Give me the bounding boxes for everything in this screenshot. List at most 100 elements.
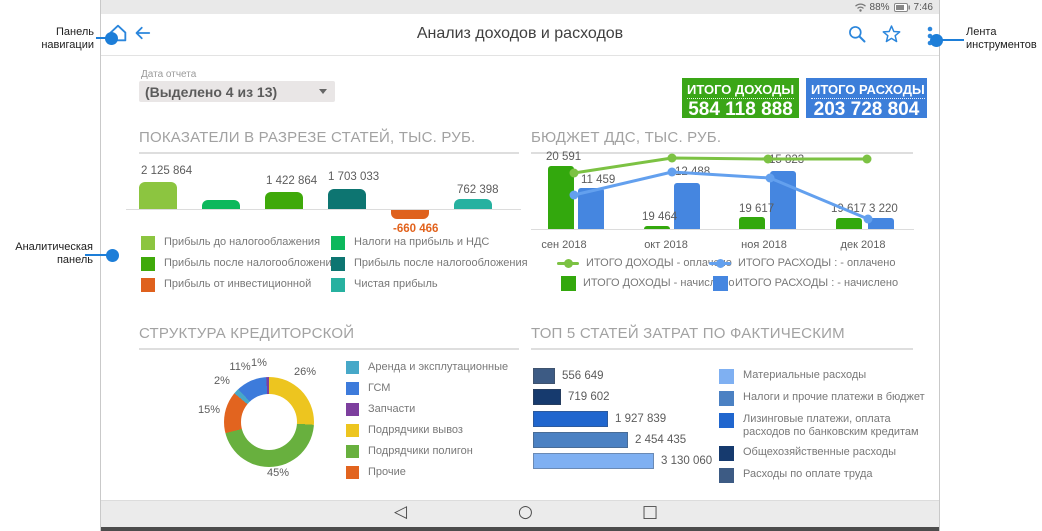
legend-swatch — [346, 466, 359, 479]
legend-item: Материальные расходы — [719, 369, 939, 384]
legend-label: ГСМ — [368, 382, 391, 394]
donut-pct-label: 15% — [197, 404, 221, 416]
legend-label: Прочие — [368, 466, 406, 478]
legend-item: Чистая прибыль — [331, 278, 528, 292]
chart1-legend-col2: Налоги на прибыль и НДС Прибыль после нал… — [331, 236, 528, 292]
legend-label: Лизинговые платежи, оплата расходов по б… — [743, 413, 919, 438]
legend-item: Прибыль до налогооблажения — [141, 236, 338, 250]
chart2-value-label: 15 823 — [769, 154, 805, 166]
legend-swatch — [141, 257, 155, 271]
chart1-value-label: 1 703 033 — [328, 171, 380, 183]
chart2-bar[interactable] — [674, 183, 700, 229]
legend-swatch — [346, 424, 359, 437]
legend-item: ИТОГО ДОХОДЫ - начислено — [561, 276, 734, 291]
legend-label: Прибыль от инвестиционной — [164, 278, 312, 290]
chart4-bar[interactable] — [533, 432, 628, 448]
legend-label: Запчасти — [368, 403, 416, 415]
legend-label: Подрядчики полигон — [368, 445, 473, 457]
legend-item: Налоги на прибыль и НДС — [331, 236, 528, 250]
legend-swatch — [719, 468, 734, 483]
chart3-title: СТРУКТУРА КРЕДИТОРСКОЙ — [139, 325, 355, 342]
date-filter-value: (Выделено 4 из 13) — [145, 83, 278, 100]
search-icon[interactable] — [847, 24, 867, 49]
legend-label: Подрядчики вывоз — [368, 424, 463, 436]
legend-item: ИТОГО ДОХОДЫ - оплачено — [557, 257, 732, 270]
chart2-value-label: 19 617 — [739, 203, 775, 215]
chart2-axis — [531, 229, 914, 230]
tablet-app-frame: 88% 7:46 Анализ доходов и расходов Дата … — [100, 0, 940, 531]
legend-label: Расходы по оплате труда — [743, 468, 873, 480]
kpi-total-income[interactable]: ИТОГО ДОХОДЫ 584 118 888 — [682, 78, 799, 120]
nav-recents-icon[interactable]: □ — [642, 502, 659, 522]
chart1-bar[interactable] — [265, 192, 303, 209]
legend-item: Прибыль после налогообложения — [331, 257, 528, 271]
chart4-title-rule — [531, 348, 913, 350]
callout-analytics-panel-line — [85, 254, 109, 256]
back-arrow-icon[interactable] — [133, 24, 152, 47]
nav-bottom-strip — [101, 527, 939, 531]
chart3-title-rule — [139, 348, 519, 350]
app-header — [101, 14, 939, 56]
chart2-bar[interactable] — [739, 217, 765, 229]
legend-swatch — [719, 391, 734, 406]
legend-label: Чистая прибыль — [354, 278, 438, 290]
legend-swatch — [719, 413, 734, 428]
legend-item: ИТОГО РАСХОДЫ : - оплачено — [709, 257, 895, 270]
chart4-bar[interactable] — [533, 411, 608, 427]
chart1-value-label: 1 422 864 — [266, 175, 318, 187]
legend-label: ИТОГО ДОХОДЫ - начислено — [583, 277, 735, 289]
legend-swatch — [331, 257, 345, 271]
callout-analytics-panel-label: Аналитическая панель — [15, 241, 93, 266]
legend-swatch — [141, 278, 155, 292]
android-status-bar: 88% 7:46 — [101, 0, 939, 14]
legend-label: Налоги на прибыль и НДС — [354, 236, 490, 248]
callout-toolbar-dot — [930, 34, 943, 47]
chart1-bar[interactable] — [202, 200, 240, 209]
chart4-bar[interactable] — [533, 368, 555, 384]
nav-home-icon[interactable]: ○ — [518, 502, 533, 522]
chart4-value-label: 719 602 — [568, 391, 610, 403]
kpi-total-expense[interactable]: ИТОГО РАСХОДЫ 203 728 804 — [806, 78, 927, 120]
chart1-bar[interactable] — [139, 182, 177, 209]
chart2-bar[interactable] — [548, 166, 574, 229]
star-icon[interactable] — [881, 24, 902, 49]
callout-toolbar-label: Лента инструментов — [966, 26, 1037, 51]
date-filter-dropdown[interactable]: (Выделено 4 из 13) — [139, 81, 335, 102]
donut-pct-label: 1% — [251, 357, 267, 369]
chart2-value-label: 19 464 — [642, 211, 678, 223]
nav-back-icon[interactable]: ◁ — [394, 502, 408, 522]
legend-line-marker-icon — [557, 259, 579, 268]
chart2-x-tick: окт 2018 — [644, 239, 688, 251]
chart1-bar[interactable] — [328, 189, 366, 209]
chart1-title: ПОКАЗАТЕЛИ В РАЗРЕЗЕ СТАТЕЙ, ТЫС. РУБ. — [139, 129, 476, 146]
chart1-bar[interactable] — [454, 199, 492, 209]
chart2-bar[interactable] — [644, 226, 670, 229]
chart2-title: БЮДЖЕТ ДДС, ТЫС. РУБ. — [531, 129, 722, 146]
chart2-bar[interactable] — [578, 188, 604, 229]
legend-item: Прибыль после налогообложения — [141, 257, 338, 271]
chevron-down-icon — [319, 89, 327, 94]
legend-item: ГСМ — [346, 382, 508, 395]
chart4-value-label: 1 927 839 — [615, 413, 667, 425]
chart2-bar[interactable] — [836, 218, 862, 229]
chart2-x-tick: сен 2018 — [541, 239, 587, 251]
legend-swatch — [346, 382, 359, 395]
legend-item: Общехозяйственные расходы — [719, 446, 939, 461]
legend-swatch — [719, 369, 734, 384]
chart4-bar[interactable] — [533, 389, 561, 405]
wifi-icon — [854, 3, 866, 12]
legend-item: ИТОГО РАСХОДЫ : - начислено — [713, 276, 898, 291]
chart2-bar[interactable] — [868, 218, 894, 229]
donut-pct-label: 11% — [229, 361, 251, 373]
donut-pct-label: 45% — [266, 467, 290, 479]
chart2-value-label: 11 459 — [581, 174, 616, 186]
chart2-bar[interactable] — [770, 171, 796, 229]
callout-analytics-panel-dot — [106, 249, 119, 262]
callout-nav-panel-line — [96, 37, 108, 39]
chart4-bar[interactable] — [533, 453, 654, 469]
chart1-bar[interactable] — [391, 210, 429, 219]
chart4-title: ТОП 5 СТАТЕЙ ЗАТРАТ ПО ФАКТИЧЕСКИМ — [531, 325, 845, 342]
donut-pct-label: 26% — [293, 366, 317, 378]
legend-item: Расходы по оплате труда — [719, 468, 939, 483]
